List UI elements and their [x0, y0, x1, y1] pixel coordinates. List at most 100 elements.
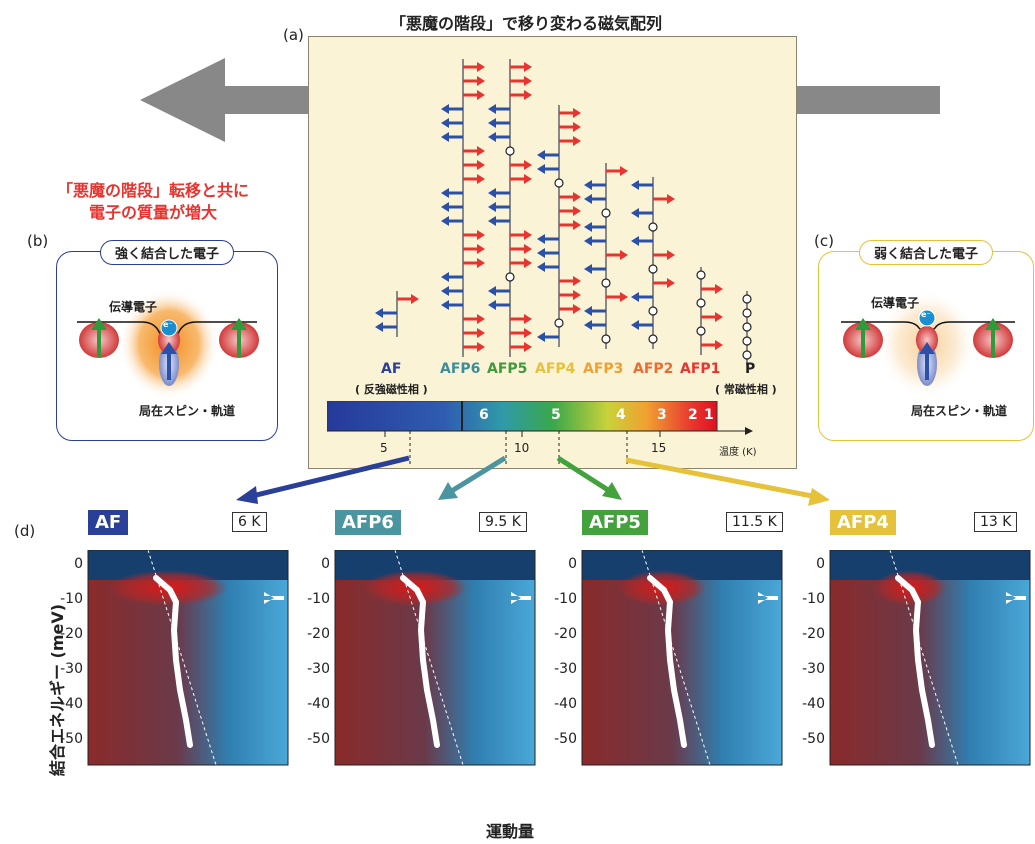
electron-label-b: e⁻ — [163, 320, 173, 329]
phase-label-afp6: AFP6 — [440, 361, 481, 377]
spin-down-arrow — [584, 194, 606, 204]
spin-down-arrow — [537, 332, 559, 342]
y-tick-label: -30 — [802, 661, 825, 677]
spin-down-arrow — [584, 264, 606, 274]
tick-10: 10 — [514, 441, 530, 455]
spin-down-arrow — [488, 216, 510, 226]
spin-up-arrow — [463, 76, 485, 86]
colorbar-label-6: 6 — [479, 407, 489, 423]
spin-up-arrow — [559, 276, 581, 286]
spectrum-phase-tag: AFP4 — [830, 510, 896, 535]
phase-label-p: P — [745, 361, 756, 377]
spin-down-arrow — [488, 132, 510, 142]
figure-title: 「悪魔の階段」で移り変わる磁気配列 — [390, 14, 663, 33]
localized-spin-label-b: 局在スピン・軌道 — [139, 404, 236, 418]
strong-coupling-diagram — [77, 289, 259, 399]
panel-a: AF ( 反強磁性相 ) AFP6 AFP5 AFP4 AFP3 AFP2 AF… — [308, 36, 797, 469]
nonmagnetic-site — [648, 334, 658, 344]
y-tick-label: -30 — [554, 661, 577, 677]
spin-down-arrow — [488, 286, 510, 296]
spin-up-arrow — [701, 312, 723, 322]
spin-up-arrow — [463, 174, 485, 184]
note-line-1: 「悪魔の階段」転移と共に — [56, 181, 249, 200]
nonmagnetic-site — [601, 208, 611, 218]
electron-label-c: e⁻ — [921, 310, 931, 319]
spin-up-arrow — [463, 328, 485, 338]
conduction-electron-label-b: 伝導電子 — [109, 300, 158, 314]
nonmagnetic-site — [742, 294, 752, 304]
y-tick-label: -50 — [307, 731, 330, 747]
spin-down-arrow — [537, 248, 559, 258]
colorbar-label-2: 2 — [688, 407, 698, 423]
spectrum-phase-tag: AFP5 — [582, 510, 648, 535]
nonmagnetic-site — [648, 264, 658, 274]
spin-up-arrow — [559, 220, 581, 230]
spin-up-arrow — [559, 136, 581, 146]
spin-up-arrow — [510, 230, 532, 240]
phase-sub-af: ( 反強磁性相 ) — [355, 383, 428, 396]
spin-column-2 — [488, 59, 532, 357]
spin-up-arrow — [463, 90, 485, 100]
y-tick-label: -30 — [60, 661, 83, 677]
spin-down-arrow — [441, 300, 463, 310]
y-tick-label: -20 — [802, 626, 825, 642]
y-tick-label: -50 — [60, 731, 83, 747]
spectrum-temperature: 9.5 K — [479, 512, 527, 532]
spin-up-arrow — [510, 90, 532, 100]
y-tick-label: -30 — [307, 661, 330, 677]
colorbar-label-5: 5 — [551, 407, 561, 423]
spin-up-arrow — [653, 278, 675, 288]
spectrum-temperature: 13 K — [974, 512, 1018, 532]
spin-down-arrow — [537, 150, 559, 160]
spectrum-plot — [334, 550, 536, 766]
spectrum-temperature: 6 K — [232, 512, 267, 532]
y-tick-label: 0 — [74, 556, 83, 572]
panel-c-weak-coupling: 弱く結合した電子 伝導電子 e⁻ 局在スピン・軌道 — [818, 240, 1034, 441]
spin-down-arrow — [441, 216, 463, 226]
spin-down-arrow — [375, 322, 397, 332]
spin-column-4 — [584, 163, 628, 349]
spin-down-arrow — [441, 118, 463, 128]
nonmagnetic-site — [696, 298, 706, 308]
spin-up-arrow — [510, 314, 532, 324]
spin-up-arrow — [510, 258, 532, 268]
phase-label-afp3: AFP3 — [583, 361, 624, 377]
spectrum-panel-afp4: AFP4 13 K — [780, 510, 1035, 810]
spin-down-arrow — [441, 272, 463, 282]
spin-up-arrow — [463, 146, 485, 156]
spin-down-arrow — [441, 286, 463, 296]
y-tick-label: -10 — [802, 591, 825, 607]
y-tick-label: -40 — [554, 696, 577, 712]
spectrum-panel-afp6: AFP6 9.5 K — [285, 510, 545, 810]
spin-down-arrow — [488, 300, 510, 310]
spin-down-arrow — [488, 104, 510, 114]
nonmagnetic-site — [505, 272, 515, 282]
spin-up-arrow — [559, 206, 581, 216]
spin-up-arrow — [510, 76, 532, 86]
spin-up-arrow — [397, 294, 419, 304]
tick-15: 15 — [651, 441, 667, 455]
spin-up-arrow — [463, 258, 485, 268]
nonmagnetic-site — [554, 318, 564, 328]
nonmagnetic-site — [648, 306, 658, 316]
y-tick-label: -10 — [60, 591, 83, 607]
spin-down-arrow — [584, 306, 606, 316]
spin-up-arrow — [510, 342, 532, 352]
spin-up-arrow — [510, 160, 532, 170]
tick-5: 5 — [380, 441, 388, 455]
spin-down-arrow — [441, 202, 463, 212]
spin-down-arrow — [584, 320, 606, 330]
heavy-mass-note: 「悪魔の階段」転移と共に 電子の質量が増大 — [18, 180, 288, 224]
spin-down-arrow — [631, 208, 653, 218]
spin-down-arrow — [441, 132, 463, 142]
spin-up-arrow — [701, 284, 723, 294]
panel-c-title: 弱く結合した電子 — [858, 240, 994, 265]
y-tick-label: -10 — [554, 591, 577, 607]
spin-up-arrow — [463, 160, 485, 170]
spin-column-7 — [742, 291, 752, 365]
phase-label-afp4: AFP4 — [535, 361, 576, 377]
y-tick-label: 0 — [816, 556, 825, 572]
nonmagnetic-site — [601, 278, 611, 288]
y-tick-label: -50 — [554, 731, 577, 747]
nonmagnetic-site — [742, 350, 752, 360]
